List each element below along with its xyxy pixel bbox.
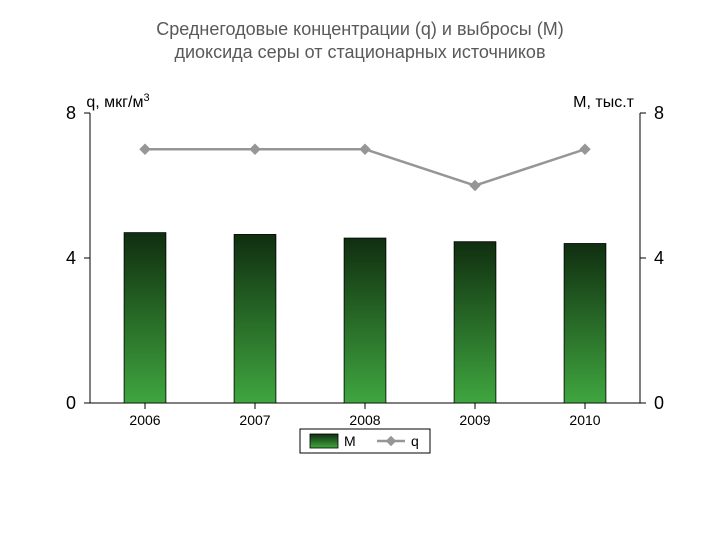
left-axis-label: q, мкг/м3 (86, 92, 149, 111)
bar (234, 234, 276, 403)
line-marker (140, 144, 150, 154)
bar (564, 243, 606, 403)
title-line-1: Среднегодовые концентрации (q) и выбросы… (156, 19, 563, 39)
chart-svg: 0 4 8 0 4 8 q, мкг/м3 М, тыс.т 2006 2007 2008 2009 2… (0, 83, 720, 463)
line-marker (580, 144, 590, 154)
ytick-right-label: 0 (654, 393, 664, 413)
chart-title: Среднегодовые концентрации (q) и выбросы… (0, 0, 720, 65)
xtick-label: 2009 (459, 412, 490, 428)
legend-marker (386, 436, 395, 445)
ytick-right-label: 4 (654, 248, 664, 268)
line-marker (250, 144, 260, 154)
bar (344, 238, 386, 403)
ytick-left-label: 8 (66, 103, 76, 123)
bar (124, 232, 166, 402)
line-marker (470, 180, 480, 190)
legend-label: q (411, 433, 419, 449)
ytick-left-label: 0 (66, 393, 76, 413)
xtick-label: 2008 (349, 412, 380, 428)
xtick-label: 2006 (129, 412, 160, 428)
right-axis-label: М, тыс.т (573, 94, 634, 111)
ytick-left-label: 4 (66, 248, 76, 268)
legend-swatch-bar (310, 434, 338, 448)
ytick-right-label: 8 (654, 103, 664, 123)
chart-container: 0 4 8 0 4 8 q, мкг/м3 М, тыс.т 2006 2007 2008 2009 2… (0, 83, 720, 463)
bar (454, 241, 496, 402)
xtick-label: 2007 (239, 412, 270, 428)
line-marker (360, 144, 370, 154)
title-line-2: диоксида серы от стационарных источников (174, 42, 545, 62)
legend-label: М (344, 433, 356, 449)
xtick-label: 2010 (569, 412, 600, 428)
